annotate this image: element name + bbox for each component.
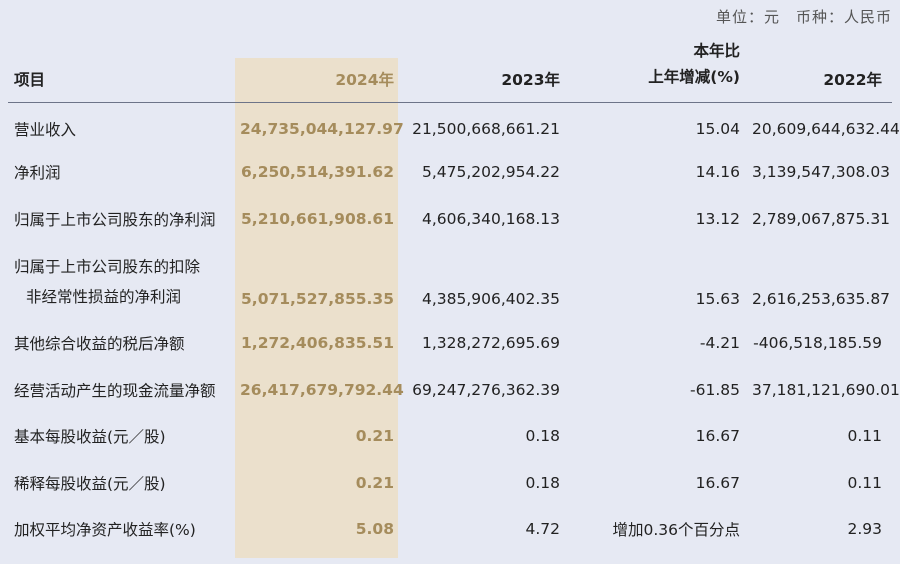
value-change: 14.16: [695, 163, 740, 182]
value-2022: 20,609,644,632.44: [752, 120, 900, 138]
header-change: 本年比上年增减(%): [572, 30, 752, 103]
currency-unit-note: 单位：元 币种：人民币: [715, 8, 892, 26]
value-change: -61.85: [690, 380, 740, 399]
value-2024: 6,250,514,391.62: [241, 163, 394, 182]
value-2022: 0.11: [847, 427, 882, 446]
header-item: 项目: [8, 30, 240, 103]
value-2023: 4,606,340,168.13: [421, 209, 560, 228]
header-2022: 2022年: [752, 30, 892, 103]
value-2023: 0.18: [525, 427, 560, 446]
table-row: 稀释每股收益(元／股) 0.21 0.18 16.67 0.11: [8, 460, 892, 507]
table-row: 净利润 6,250,514,391.62 5,475,202,954.22 14…: [8, 149, 892, 196]
value-2022: 3,139,547,308.03: [752, 163, 891, 182]
value-change: 16.67: [695, 427, 740, 446]
value-2024: 5.08: [355, 520, 394, 539]
value-2023: 21,500,668,661.21: [412, 120, 560, 138]
value-2024: 24,735,044,127.97: [240, 120, 404, 138]
table-row: 归属于上市公司股东的扣除 非经常性损益的净利润 5,071,527,855.35 …: [8, 242, 892, 320]
table-row: 其他综合收益的税后净额 1,272,406,835.51 1,328,272,6…: [8, 320, 892, 367]
header-2023: 2023年: [404, 30, 572, 103]
value-change: 增加0.36个百分点: [612, 521, 740, 540]
table-row: 加权平均净资产收益率(%) 5.08 4.72 增加0.36个百分点 2.93: [8, 506, 892, 553]
row-label: 基本每股收益(元／股): [14, 428, 166, 447]
value-change: 13.12: [695, 209, 740, 228]
row-label-line1: 归属于上市公司股东的扣除: [14, 258, 201, 276]
row-label: 其他综合收益的税后净额: [14, 335, 185, 354]
row-label: 加权平均净资产收益率(%): [14, 521, 196, 540]
value-2023: 69,247,276,362.39: [412, 380, 560, 399]
row-label: 经营活动产生的现金流量净额: [14, 381, 216, 400]
row-label: 归属于上市公司股东的净利润: [14, 210, 216, 229]
row-label: 营业收入: [14, 121, 77, 139]
value-2022: 0.11: [847, 473, 882, 492]
table-row: 基本每股收益(元／股) 0.21 0.18 16.67 0.11: [8, 413, 892, 460]
header-change-line2: 上年增减(%): [648, 68, 740, 86]
value-2023: 1,328,272,695.69: [421, 334, 560, 353]
value-2022: -406,518,185.59: [753, 334, 882, 353]
table-row: 营业收入 24,735,044,127.97 21,500,668,661.21…: [8, 103, 900, 150]
value-2024: 5,210,661,908.61: [241, 209, 394, 228]
table-row: 归属于上市公司股东的净利润 5,210,661,908.61 4,606,340…: [8, 196, 892, 243]
value-2024: 26,417,679,792.44: [240, 380, 404, 399]
header-change-line1: 本年比: [693, 42, 740, 60]
value-2023: 5,475,202,954.22: [421, 163, 560, 182]
table-header-row: 项目 2024年 2023年 本年比上年增减(%) 2022年: [8, 30, 892, 103]
value-2024: 0.21: [355, 473, 394, 492]
value-2023: 4.72: [525, 520, 560, 539]
value-2022: 2,616,253,635.87: [752, 290, 891, 308]
value-2024: 0.21: [355, 427, 394, 446]
value-change: 16.67: [695, 473, 740, 492]
header-2024: 2024年: [240, 30, 404, 103]
value-2022: 37,181,121,690.01: [752, 380, 900, 399]
financial-indicators-table: 项目 2024年 2023年 本年比上年增减(%) 2022年 营业收入 24,…: [8, 30, 900, 553]
value-2023: 4,385,906,402.35: [421, 290, 560, 308]
value-change: 15.04: [695, 120, 740, 138]
value-change: -4.21: [699, 334, 740, 353]
value-2023: 0.18: [525, 473, 560, 492]
value-2022: 2,789,067,875.31: [752, 209, 891, 228]
row-label: 稀释每股收益(元／股): [14, 474, 166, 493]
current-year-highlight: [235, 58, 398, 558]
value-2024: 5,071,527,855.35: [241, 290, 394, 308]
row-label: 归属于上市公司股东的扣除非经常性损益的净利润: [8, 242, 240, 320]
value-2024: 1,272,406,835.51: [241, 334, 394, 353]
row-label: 净利润: [14, 164, 61, 183]
value-2022: 2.93: [847, 520, 882, 539]
table-row: 经营活动产生的现金流量净额 26,417,679,792.44 69,247,2…: [8, 367, 900, 414]
value-change: 15.63: [695, 290, 740, 308]
row-label-line2: 非经常性损益的净利润: [26, 288, 182, 306]
